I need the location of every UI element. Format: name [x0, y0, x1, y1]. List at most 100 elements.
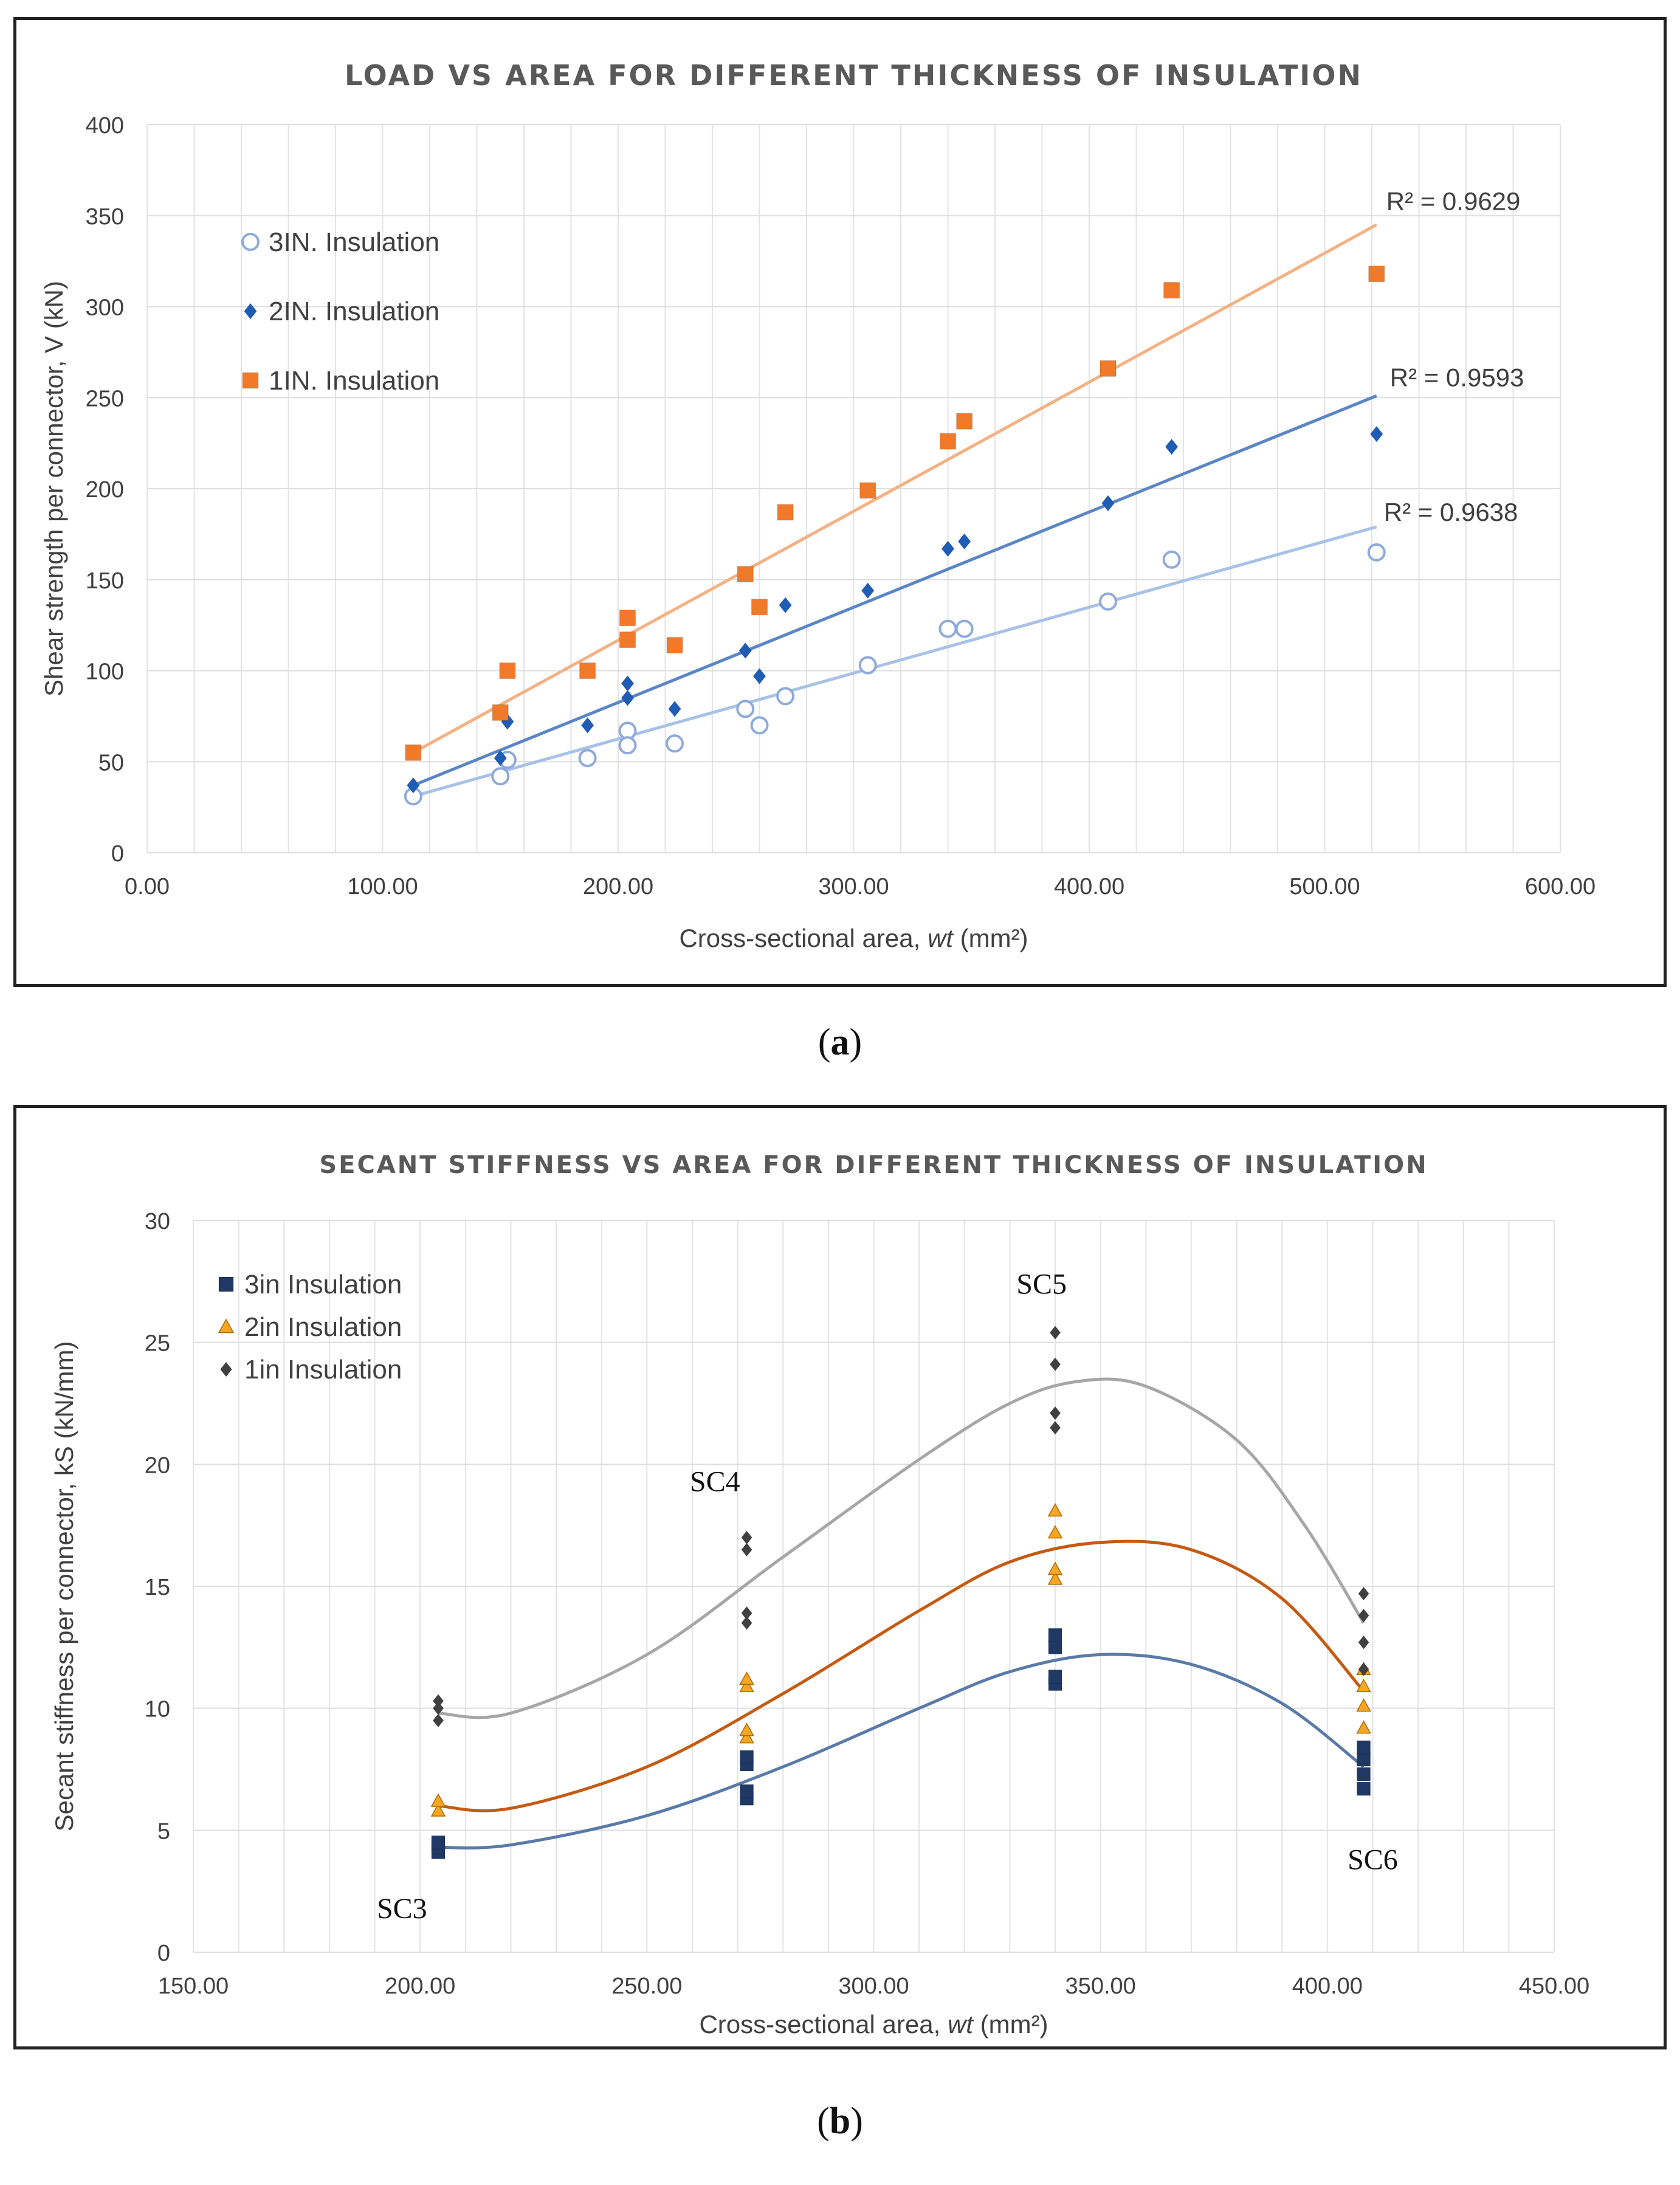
- chart-a-xtick-label: 500.00: [1289, 874, 1360, 900]
- chart-a-xtick-label: 400.00: [1054, 874, 1124, 900]
- chart-b-gridlines: [193, 1220, 1555, 1953]
- chart-b-ytick-label: 10: [145, 1697, 170, 1722]
- caption-a: (a): [818, 1022, 862, 1063]
- chart-a-xtick-label: 300.00: [818, 874, 889, 900]
- chart-a-point: [955, 619, 974, 638]
- chart-b-annotation-sc6: SC6: [1348, 1844, 1398, 1876]
- chart-b-legend-label-2: 2in Insulation: [244, 1312, 402, 1342]
- chart-a-xtick-label: 600.00: [1525, 874, 1596, 900]
- chart-a-series-3: [405, 266, 1385, 761]
- chart-b-ylabel: Secant stiffness per connector, kS (kN/m…: [50, 1341, 78, 1832]
- chart-b-point: [1358, 1609, 1369, 1623]
- chart-a-point: [736, 700, 755, 718]
- chart-a-point: [737, 566, 754, 583]
- chart-a-point: [858, 656, 877, 675]
- chart-b-legend-label-3: 1in Insulation: [244, 1355, 402, 1385]
- chart-b-point: [739, 1722, 754, 1736]
- chart-a-point: [621, 690, 634, 706]
- chart-a-point: [1368, 266, 1385, 283]
- chart-b-ytick-label: 5: [157, 1819, 170, 1844]
- chart-a-point: [1163, 282, 1180, 299]
- chart-a-r2-label-2: R² = 0.9593: [1390, 363, 1524, 391]
- chart-b-xtick-label: 400.00: [1292, 1973, 1363, 1999]
- chart-b-point: [1050, 1421, 1061, 1435]
- chart-a-point: [619, 631, 636, 649]
- chart-a-title: LOAD VS AREA FOR DIFFERENT THICKNESS OF …: [345, 59, 1363, 92]
- chart-a-point: [405, 744, 422, 761]
- chart-a-ylabel: Shear strength per connector, V (kN): [40, 281, 68, 697]
- chart-a-point: [666, 734, 684, 753]
- chart-b-legend-label-1: 3in Insulation: [244, 1270, 402, 1299]
- chart-b-point: [741, 1530, 752, 1544]
- chart-a-legend-label-2: 2IN. Insulation: [269, 297, 439, 326]
- chart-a-point: [1101, 495, 1115, 511]
- chart-b-point: [1048, 1628, 1062, 1642]
- chart-b-point: [741, 1606, 752, 1620]
- chart-b-frame: [13, 1105, 1667, 2049]
- chart-a-xtick-label: 200.00: [583, 874, 653, 900]
- chart-b-xlabel-prefix: Cross-sectional area,: [699, 2010, 948, 2039]
- chart-b-series-3: [433, 1326, 1369, 1727]
- chart-b-series-2: [430, 1503, 1371, 1817]
- chart-a-trendline-3: [412, 223, 1377, 754]
- chart-a-ytick-label: 300: [86, 295, 124, 321]
- chart-a-trendline-1: [413, 525, 1377, 798]
- chart-b-point: [1050, 1406, 1061, 1420]
- chart-a-r2-label-1: R² = 0.9638: [1384, 498, 1518, 526]
- chart-b-xlabel-italic: wt: [948, 2010, 974, 2039]
- chart-b-point: [1356, 1698, 1371, 1712]
- chart-b-series-1: [431, 1628, 1371, 1859]
- chart-a-legend-label-3: 1IN. Insulation: [269, 366, 439, 396]
- chart-b-legend-marker-2: [218, 1318, 235, 1333]
- chart-a-point: [777, 504, 794, 521]
- caption-b: (b): [817, 2101, 863, 2142]
- chart-a-point: [492, 704, 509, 721]
- chart-b-point: [739, 1671, 754, 1685]
- chart-a-point: [958, 533, 971, 549]
- chart-b-point: [430, 1793, 446, 1807]
- chart-a-point: [753, 668, 766, 684]
- chart-b-annotation-sc4: SC4: [690, 1465, 740, 1498]
- chart-a-point: [750, 716, 769, 735]
- chart-b-point: [1047, 1525, 1063, 1539]
- chart-a-point: [668, 701, 681, 717]
- chart-b-point: [433, 1701, 444, 1715]
- chart-a-xlabel-italic: wt: [928, 924, 954, 952]
- chart-a-point: [491, 767, 510, 786]
- chart-b-ytick-label: 25: [145, 1331, 170, 1357]
- chart-b-point: [1050, 1357, 1061, 1371]
- chart-a-point: [956, 413, 973, 430]
- chart-a-point: [407, 777, 420, 794]
- chart-b-point: [1357, 1740, 1371, 1755]
- chart-b-point: [430, 1803, 446, 1817]
- chart-a-ytick-label: 100: [86, 659, 124, 685]
- chart-b-point: [1357, 1767, 1371, 1781]
- chart-b-point: [1358, 1587, 1369, 1601]
- chart-b-point: [1358, 1636, 1369, 1650]
- chart-b-point: [739, 1679, 754, 1693]
- chart-b-point: [740, 1784, 754, 1798]
- chart-a-point: [738, 642, 752, 659]
- chart-a-xtick-label: 0.00: [125, 874, 170, 900]
- chart-b-point: [1047, 1503, 1063, 1517]
- chart-b-ytick-label: 15: [145, 1575, 170, 1600]
- chart-a-ytick-label: 350: [86, 204, 124, 230]
- chart-b-xtick-label: 300.00: [838, 1973, 909, 1999]
- chart-b-point: [431, 1835, 446, 1850]
- chart-a-point: [1100, 360, 1117, 377]
- chart-b-point: [741, 1543, 752, 1557]
- chart-a-xlabel: Cross-sectional area, wt (mm²): [679, 924, 1028, 952]
- chart-a-series-1: [404, 543, 1386, 806]
- chart-a-point: [1162, 550, 1181, 569]
- chart-b-xtick-label: 150.00: [158, 1973, 229, 1999]
- chart-a-point: [618, 736, 637, 755]
- chart-a-point: [579, 662, 596, 679]
- chart-a-point: [1099, 592, 1117, 611]
- chart-b-xtick-label: 450.00: [1519, 1973, 1589, 1999]
- chart-a-ytick-label: 400: [86, 113, 124, 139]
- chart-a-point: [1165, 439, 1179, 455]
- chart-a-ytick-label: 150: [86, 568, 124, 594]
- chart-b-annotation-sc3: SC3: [377, 1893, 427, 1925]
